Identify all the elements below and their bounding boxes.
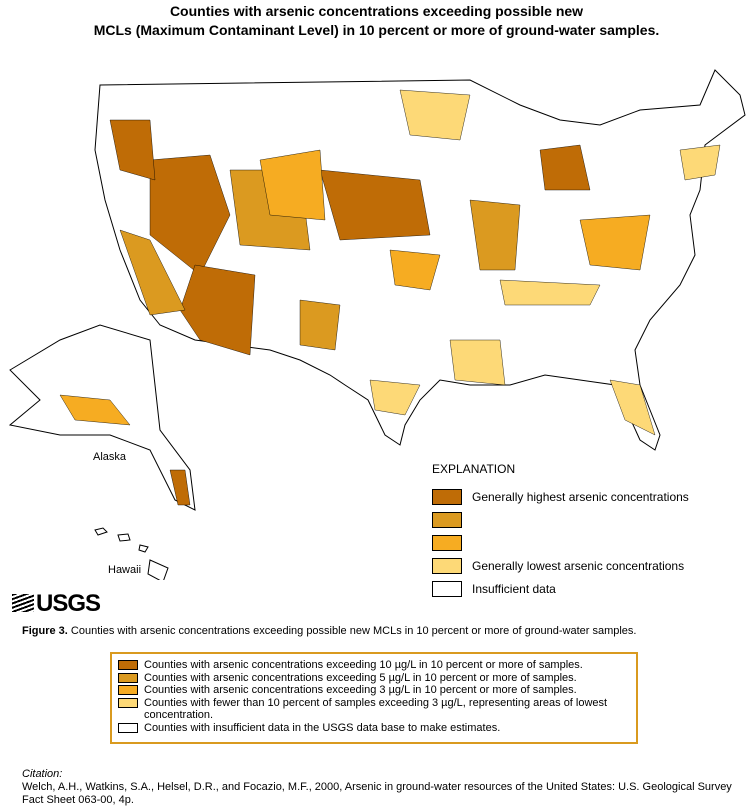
region — [259, 149, 326, 221]
map: Alaska Hawaii — [8, 69, 746, 580]
box-legend-row: Counties with arsenic concentrations exc… — [118, 672, 630, 685]
explanation-label: Generally lowest arsenic concentrations — [472, 558, 685, 573]
box-legend-row: Counties with fewer than 10 percent of s… — [118, 697, 630, 722]
region — [299, 299, 341, 351]
region — [319, 169, 431, 241]
title-line: Counties with arsenic concentrations exc… — [169, 3, 584, 19]
hawaii-label: Hawaii — [108, 564, 141, 576]
explanation-title: EXPLANATION — [432, 462, 516, 476]
region — [399, 89, 471, 141]
logo-text: USGS — [36, 590, 101, 617]
swatch — [118, 660, 138, 670]
explanation-row: Generally highest arsenic concentrations — [432, 485, 689, 508]
alaska-label: Alaska — [93, 451, 127, 463]
box-legend-label: Counties with fewer than 10 percent of s… — [144, 696, 608, 722]
box-legend-row: Counties with insufficient data in the U… — [118, 722, 630, 735]
explanation-row — [432, 508, 689, 531]
region — [539, 144, 591, 191]
swatch — [432, 534, 462, 551]
title-line: MCLs (Maximum Contaminant Level) in 10 p… — [93, 22, 660, 38]
caption: Figure 3. Counties with arsenic concentr… — [22, 625, 742, 637]
region — [679, 144, 721, 181]
explanation: Generally highest arsenic concentrations… — [432, 485, 689, 600]
caption-label: Figure 3. — [22, 625, 68, 637]
region — [179, 264, 256, 356]
logo: USGS — [12, 590, 101, 618]
swatch — [432, 557, 462, 574]
explanation-label: Insufficient data — [472, 581, 556, 596]
arsenic-regions — [59, 89, 721, 506]
box-legend-label: Counties with arsenic concentrations exc… — [144, 671, 577, 684]
swatch — [432, 488, 462, 505]
title: Counties with arsenic concentrations exc… — [0, 2, 753, 40]
region — [59, 394, 131, 426]
region — [369, 379, 421, 416]
box-legend-label: Counties with insufficient data in the U… — [144, 721, 501, 734]
region — [609, 379, 656, 436]
swatch — [432, 580, 462, 597]
logo-mark — [12, 594, 34, 612]
caption-text: Counties with arsenic concentrations exc… — [70, 625, 637, 637]
swatch — [118, 722, 138, 733]
explanation-row: Insufficient data — [432, 577, 689, 600]
box-legend-label: Counties with arsenic concentrations exc… — [144, 659, 583, 671]
region — [169, 469, 191, 506]
swatch — [432, 511, 462, 528]
region — [449, 339, 506, 386]
region — [119, 229, 186, 316]
swatch — [118, 697, 138, 708]
box-legend-row: Counties with arsenic concentrations exc… — [118, 684, 630, 697]
box-legend-row: Counties with arsenic concentrations exc… — [118, 659, 630, 672]
explanation-row — [432, 531, 689, 554]
citation-label: Citation: — [22, 768, 63, 780]
region — [109, 119, 156, 181]
citation: Citation: Welch, A.H., Watkins, S.A., Hel… — [22, 768, 742, 807]
explanation-label: Generally highest arsenic concentrations — [472, 489, 689, 504]
swatch — [118, 685, 138, 695]
swatch — [118, 672, 138, 683]
box-legend: Counties with arsenic concentrations exc… — [110, 652, 638, 744]
region — [499, 279, 601, 306]
region — [389, 249, 441, 291]
citation-text: Welch, A.H., Watkins, S.A., Helsel, D.R.… — [22, 781, 732, 806]
explanation-row: Generally lowest arsenic concentrations — [432, 554, 689, 577]
region — [579, 214, 651, 271]
hawaii — [94, 527, 169, 580]
region — [469, 199, 521, 271]
box-legend-label: Counties with arsenic concentrations exc… — [144, 684, 577, 696]
region — [149, 154, 231, 276]
